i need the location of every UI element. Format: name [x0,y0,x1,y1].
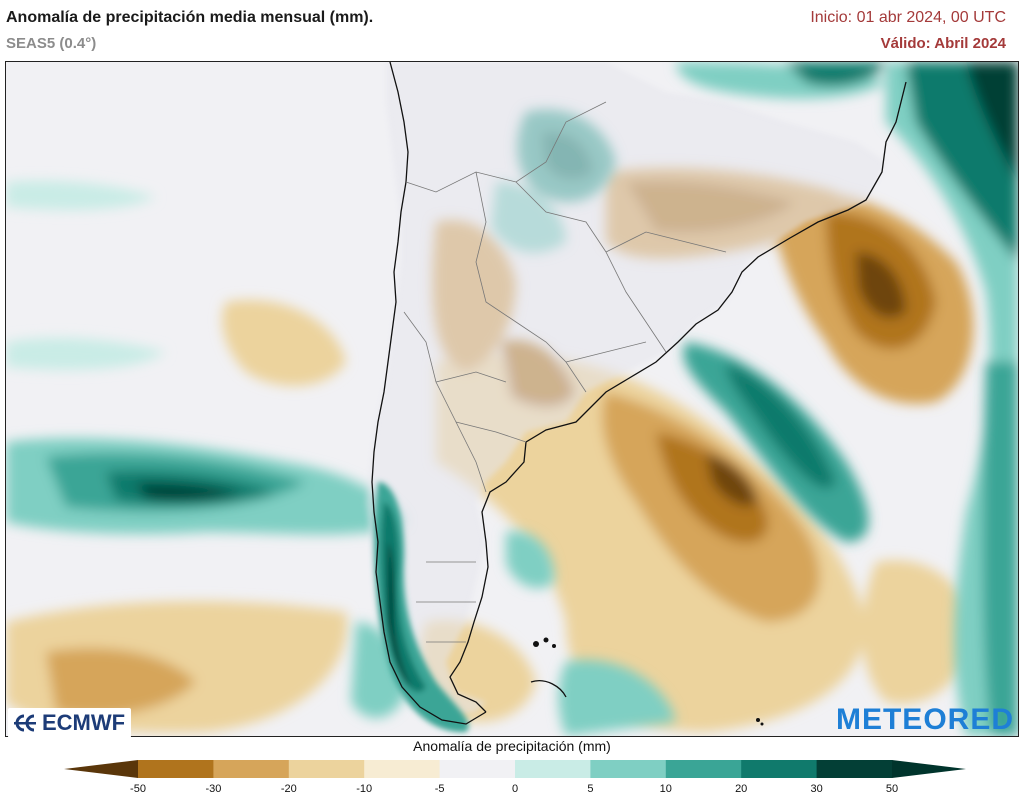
init-time: Inicio: 01 abr 2024, 00 UTC [810,9,1006,26]
colorbar-tick-label: -30 [205,783,222,795]
legend-title: Anomalía de precipitación (mm) [413,738,611,754]
colorbar-tick-label: -5 [434,783,445,795]
colorbar-box [741,760,818,778]
colorbar-tick-label: -10 [356,783,373,795]
colorbar-box [213,760,290,778]
land-mass [366,62,886,717]
colorbar-min-arrow [64,760,138,778]
colorbar-box [665,760,742,778]
chile-coast-anomaly [374,482,469,733]
valid-time: Válido: Abril 2024 [880,35,1006,52]
colorbar-tick-label: 50 [885,783,899,795]
colorbar-tick-label: 30 [810,783,823,795]
map-panel[interactable] [5,61,1019,737]
colorbar-tick-label: 10 [659,783,672,795]
colorbar-max-arrow [892,760,966,778]
country-borders [403,101,727,643]
colorbar-box [816,760,893,778]
coastlines [371,62,907,725]
colorbar-box [288,760,365,778]
meteored-logo: METEORED [835,703,1014,736]
model-label: SEAS5 (0.4°) [6,35,97,52]
colorbar-box [138,760,214,778]
ecmwf-mark-icon [12,713,38,733]
islands [533,637,764,726]
colorbar-box [364,760,441,778]
colorbar-tick-label: -50 [130,783,146,795]
colorbar-tick-label: 5 [587,783,594,795]
colorbar-tick-label: 20 [735,783,748,795]
ecmwf-logo-text: ECMWF [42,710,126,735]
colorbar-tick-label: -20 [280,783,297,795]
colorbar-box [515,760,591,778]
colorbar-tick-label: 0 [511,783,519,795]
ecmwf-logo: ECMWF [8,708,132,738]
colorbar-box [590,760,667,778]
precip-anomaly-map [6,62,1018,736]
colorbar-box [439,760,516,778]
colorbar [64,760,966,778]
map-title: Anomalía de precipitación media mensual … [6,9,374,26]
